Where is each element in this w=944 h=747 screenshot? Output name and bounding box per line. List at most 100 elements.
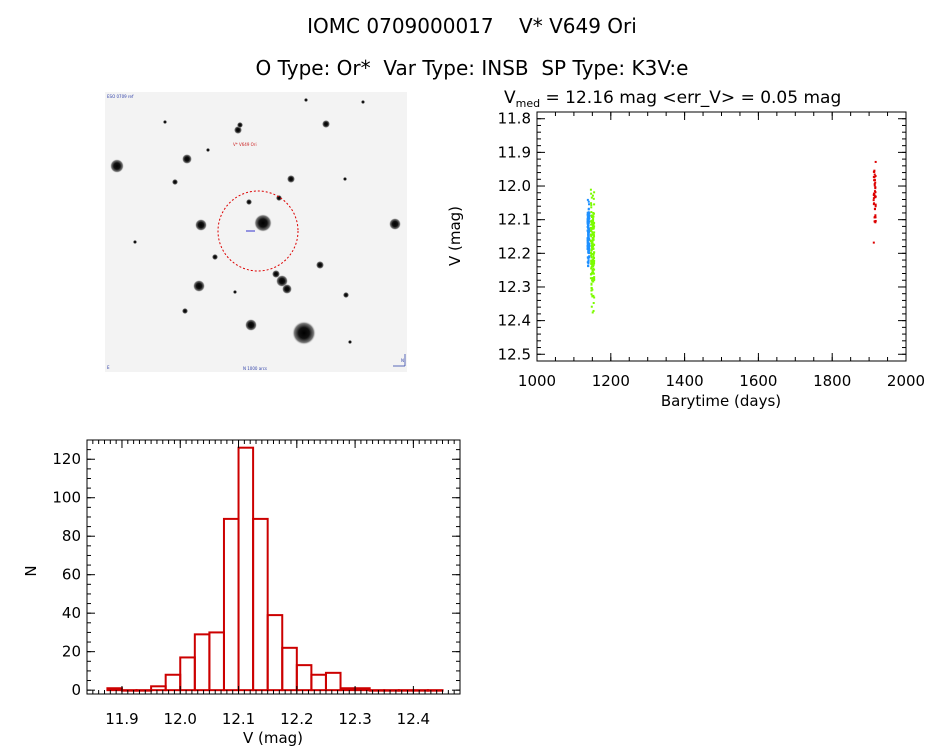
lightcurve-ytick-label: 11.8 [498,110,531,128]
finder-star [237,122,243,128]
lightcurve-point-blue [587,237,590,240]
lightcurve-point-green [592,247,595,250]
finder-star [322,120,330,128]
lightcurve-point-blue [588,230,591,233]
lightcurve-point-blue [586,230,589,233]
lightcurve-point-green [590,196,593,199]
histogram-xlabel: V (mag) [243,729,303,747]
histogram-xtick-label: 12.1 [222,710,255,728]
chart-title-line2: O Type: Or* Var Type: INSB SP Type: K3V:… [255,56,689,80]
lightcurve-point-red [872,197,875,200]
lightcurve-point-green [590,254,593,257]
lightcurve-point-green [591,272,594,275]
histogram-bar [426,689,444,692]
finder-star [348,340,352,344]
finder-label-bottom-left: E [107,365,110,370]
lightcurve-point-green [593,259,596,262]
histogram-ytick-label: 120 [52,450,81,468]
lightcurve-point-green [592,253,595,256]
lightcurve-point-blue [586,225,589,228]
lightcurve-ytick-label: 12.4 [498,312,531,330]
lightcurve-point-red [874,175,877,178]
lightcurve-title-sub: med [516,97,540,110]
lightcurve-point-green [590,286,593,289]
lightcurve-point-blue [588,203,591,206]
finder-star [389,218,401,230]
lightcurve-point-blue [587,207,590,210]
lightcurve-point-red [874,187,877,190]
lightcurve-point-blue [587,213,590,216]
histogram-ytick-label: 80 [62,527,81,545]
target-aperture-circle [217,190,299,272]
histogram-bar [266,614,284,692]
lightcurve-point-green [592,263,595,266]
lightcurve-point-green [591,240,594,243]
histogram-ytick-label: 40 [62,604,81,622]
lightcurve-point-red [873,169,876,172]
lightcurve-point-green [592,222,595,225]
lightcurve-xtick-label: 1200 [592,372,630,390]
lightcurve-point-red [872,175,875,178]
lightcurve-point-green [589,229,592,232]
lightcurve-point-blue [586,198,589,201]
lightcurve-point-green [590,202,593,205]
finder-star [233,290,237,294]
lightcurve-point-red [874,205,877,208]
lightcurve-title: Vmed = 12.16 mag <err_V> = 0.05 mag [504,88,841,110]
lightcurve-point-green [592,309,595,312]
lightcurve-point-green [593,256,596,259]
chart-title-line1: IOMC 0709000017 V* V649 Ori [307,14,637,38]
lightcurve-point-blue [586,244,589,247]
lightcurve-point-blue [587,262,590,265]
finder-star [195,219,207,231]
histogram-bar [310,673,327,692]
finder-star [343,292,349,298]
histogram-bar [164,673,182,692]
histogram-bar [193,633,211,692]
finder-star [304,98,308,102]
finder-label-top-left: ESO 0709 ref [107,94,134,99]
finder-star [276,275,288,287]
lightcurve-point-green [591,279,594,282]
lightcurve-point-red [873,190,876,193]
lightcurve-point-green [589,273,592,276]
lightcurve-point-green [592,212,595,215]
lightcurve-point-red [874,195,877,198]
lightcurve-ytick-label: 12.3 [498,278,531,296]
lightcurve-point-green [592,302,595,305]
finder-star [254,214,272,232]
histogram-bar [412,689,429,692]
lightcurve-point-red [874,181,877,184]
lightcurve-point-blue [586,246,589,249]
lightcurve-frame [536,111,907,362]
lightcurve-point-red [874,203,877,206]
lightcurve-xlabel: Barytime (days) [661,392,781,410]
lightcurve-point-blue [587,239,590,242]
lightcurve-ylabel: V (mag) [446,206,464,266]
lightcurve-point-red [873,183,876,186]
lightcurve-point-green [592,236,595,239]
histogram-xtick-label: 11.9 [105,710,138,728]
lightcurve-point-green [589,233,592,236]
histogram-xtick-label: 12.2 [280,710,313,728]
lightcurve-point-green [591,232,594,235]
histogram-bar [150,685,167,692]
lightcurve-point-red [873,173,876,176]
lightcurve-point-green [593,203,596,206]
lightcurve-point-blue [587,265,590,268]
finder-star [163,120,167,124]
lightcurve-point-green [591,233,594,236]
finder-stars [110,98,401,345]
lightcurve-point-green [591,269,594,272]
lightcurve-point-red [873,170,876,173]
lightcurve-point-red [873,184,876,187]
finder-star [272,270,280,278]
lightcurve-point-red [873,220,876,223]
histogram-bar [120,689,138,692]
histogram-frame [86,439,461,695]
finder-image: ESO 0709 ref V* V649 Ori N 1000 arcs E N [105,92,407,372]
lightcurve-title-rest: = 12.16 mag <err_V> = 0.05 mag [540,88,841,108]
finder-star [133,240,137,244]
lightcurve-point-green [592,258,595,261]
lightcurve-point-green [593,296,596,299]
